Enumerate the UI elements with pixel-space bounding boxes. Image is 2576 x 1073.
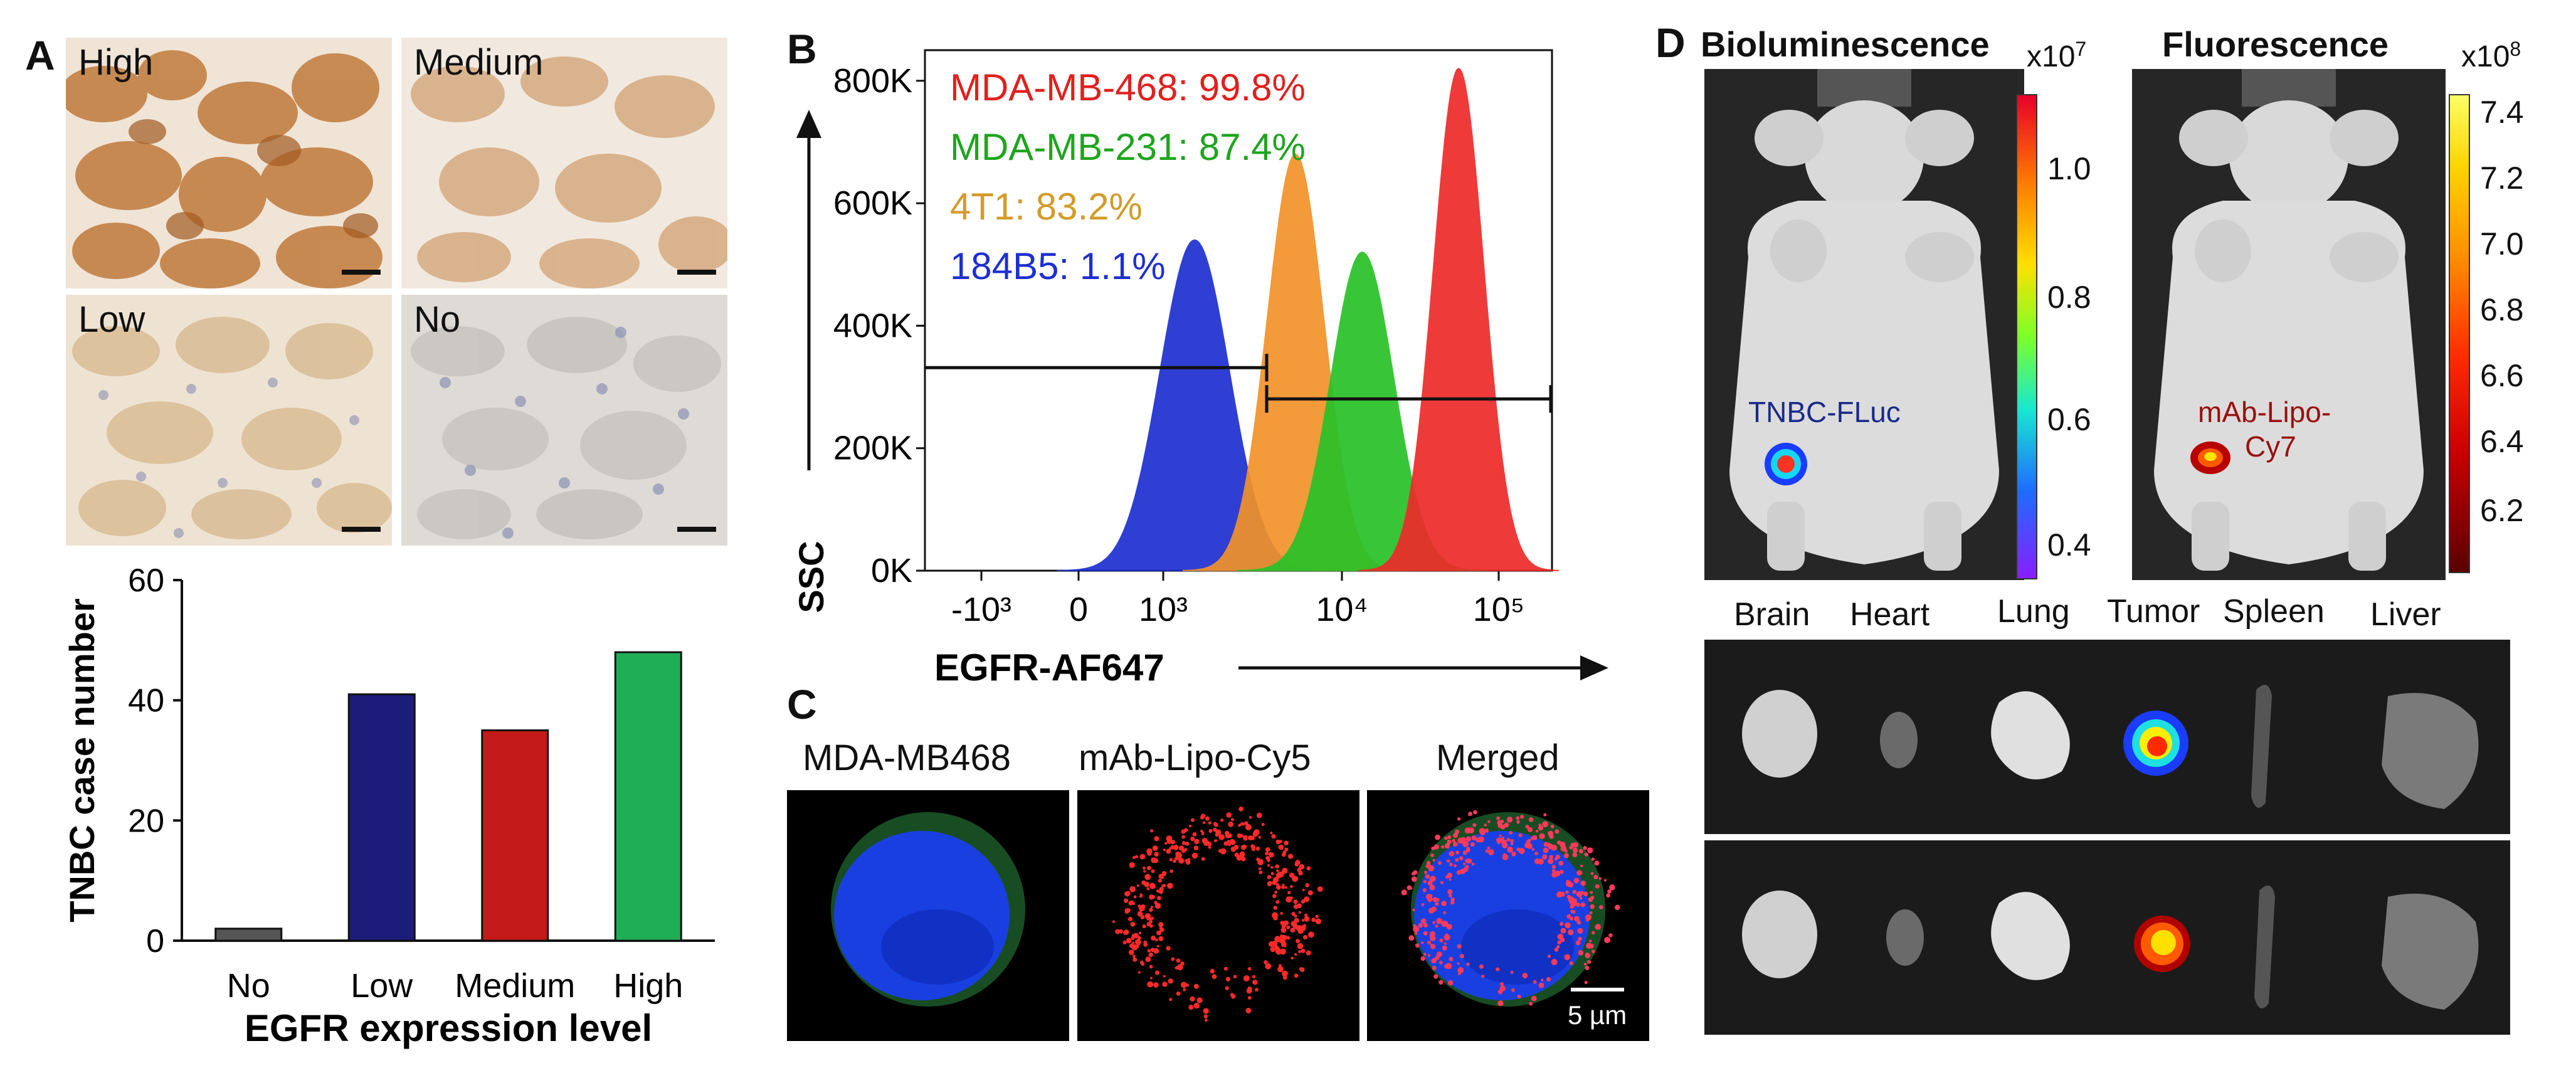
panel-label-b: B (787, 26, 817, 72)
confocal-scale-label: 5 µm (1568, 1000, 1627, 1030)
organ-label-heart: Heart (1850, 596, 1930, 633)
fluorescence-mouse-image: mAb-Lipo- Cy7 (2132, 69, 2446, 580)
flow-y-tick-label: 800K (833, 62, 912, 100)
flow-x-axis-label: EGFR-AF647 (934, 647, 1164, 689)
ihc-label-low: Low (78, 299, 145, 340)
flow-histogram: 0K 200K 400K 600K 800K -10³ 0 10³ 10⁴ 10⁵ MDA-MB-4… (791, 49, 1608, 689)
organ-label-tumor: Tumor (2107, 593, 2200, 630)
organ-label-spleen: Spleen (2223, 593, 2325, 630)
panel-label-a: A (25, 32, 55, 78)
mab-lipo-cy7-label-line2: Cy7 (2245, 430, 2296, 463)
ihc-image-medium (401, 38, 727, 288)
fluorescence-title: Fluorescence (2162, 24, 2389, 64)
fluor-tick: 6.8 (2480, 292, 2524, 327)
panel-label-d: D (1655, 19, 1686, 66)
bar-y-axis-label: TNBC case number (62, 598, 102, 922)
mab-lipo-cy7-label-line1: mAb-Lipo- (2198, 396, 2331, 428)
bioluminescence-colorbar (2016, 94, 2037, 579)
confocal-image-cy5 (1077, 790, 1359, 1041)
scale-bar (342, 527, 381, 532)
flow-x-tick-label: -10³ (951, 591, 1011, 628)
bar-y-tick-label: 60 (128, 564, 164, 599)
egfr-arrow-head (1580, 655, 1608, 680)
biolum-tick: 0.8 (2047, 280, 2091, 315)
bar-y-tick-label: 20 (128, 803, 164, 839)
ihc-tile-low: Low (66, 295, 392, 546)
scale-bar (677, 270, 716, 275)
flow-legend-entry: MDA-MB-468: 99.8% (950, 66, 1306, 108)
flow-x-tick-label: 0 (1069, 591, 1088, 628)
biolum-colorbar-exponent: x107 (2027, 38, 2087, 73)
fluorescence-colorbar (2449, 94, 2470, 573)
fluor-tick: 6.2 (2480, 493, 2524, 528)
ihc-image-low (66, 295, 392, 546)
biolum-tick: 0.6 (2047, 402, 2091, 437)
bar-y-tick-label: 0 (146, 923, 164, 959)
confocal-image-nucleus (787, 790, 1069, 1041)
ihc-tile-no: No (401, 295, 727, 546)
flow-y-axis-label: SSC (791, 541, 831, 613)
flow-legend-entry: 4T1: 83.2% (950, 186, 1143, 228)
flow-x-tick-label: 10⁵ (1473, 591, 1524, 628)
bar-low (347, 693, 416, 942)
ihc-label-medium: Medium (414, 42, 544, 83)
confocal-scale-bar (1571, 988, 1624, 991)
flow-legend-entry: MDA-MB-231: 87.4% (950, 126, 1306, 168)
biolum-tick: 0.4 (2047, 527, 2091, 563)
ex-vivo-organs-bioluminescence (1704, 640, 2510, 834)
flow-y-tick-label: 400K (833, 307, 912, 344)
fluor-tick: 7.2 (2480, 161, 2524, 196)
fluor-tick: 6.6 (2480, 358, 2524, 393)
organ-label-brain: Brain (1734, 596, 1810, 633)
flow-y-tick-label: 600K (833, 184, 912, 222)
bar-medium (481, 729, 549, 942)
bioluminescence-mouse-image: TNBC-FLuc (1704, 69, 2024, 580)
flow-y-tick-label: 0K (871, 552, 912, 589)
flow-x-tick-label: 10³ (1139, 591, 1188, 628)
histogram-mda-mb-468 (1358, 68, 1560, 571)
panel-label-c: C (787, 681, 817, 727)
fluor-tick: 6.4 (2480, 424, 2524, 459)
bar-x-tick-label: Low (351, 967, 413, 1005)
bioluminescence-title: Bioluminescence (1701, 24, 1990, 64)
ihc-image-no (401, 295, 727, 546)
ihc-label-no: No (414, 299, 461, 340)
ihc-label-high: High (78, 42, 154, 83)
ihc-tile-high: High (66, 38, 392, 288)
ihc-tile-medium: Medium (401, 38, 727, 288)
organ-label-liver: Liver (2370, 596, 2441, 633)
fluor-colorbar-exponent: x108 (2461, 38, 2521, 73)
confocal-title-cy5: mAb-Lipo-Cy5 (1079, 737, 1311, 778)
flow-legend-entry: 184B5: 1.1% (950, 245, 1166, 287)
bar-y-tick-label: 40 (128, 683, 164, 719)
bar-x-tick-label: No (227, 967, 270, 1005)
scale-bar (342, 270, 381, 275)
organ-label-lung: Lung (1997, 593, 2070, 630)
ex-vivo-organs-fluorescence (1704, 840, 2510, 1035)
biolum-tick: 1.0 (2047, 151, 2091, 186)
scale-bar (677, 527, 716, 532)
bar-high (614, 651, 682, 942)
bar-no (214, 928, 283, 942)
fluor-tick: 7.0 (2480, 226, 2524, 262)
bar-x-axis-label: EGFR expression level (245, 1007, 652, 1049)
flow-y-tick-label: 200K (833, 430, 912, 467)
confocal-image-merged: 5 µm (1367, 790, 1649, 1041)
fluor-tick: 7.4 (2480, 95, 2524, 130)
confocal-title-nucleus: MDA-MB468 (803, 737, 1011, 778)
bar-x-tick-label: High (613, 967, 683, 1005)
tnbc-fluc-label: TNBC-FLuc (1748, 396, 1901, 428)
ssc-arrow-head (796, 110, 821, 138)
bar-x-tick-label: Medium (455, 967, 575, 1005)
confocal-title-merged: Merged (1436, 737, 1560, 778)
ihc-image-high (66, 38, 392, 288)
flow-x-tick-label: 10⁴ (1316, 591, 1368, 628)
